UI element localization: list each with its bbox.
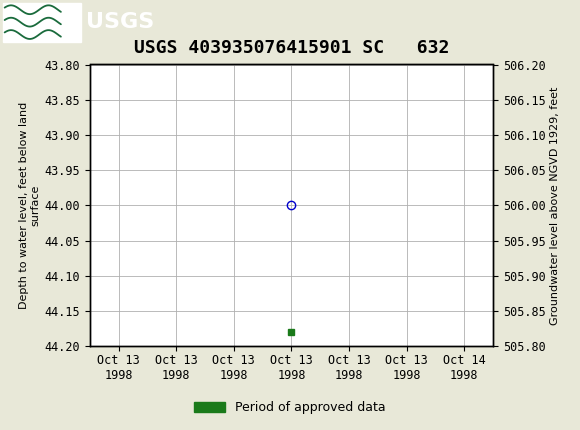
Legend: Period of approved data: Period of approved data xyxy=(189,396,391,419)
Bar xyxy=(3,3,81,42)
Text: USGS: USGS xyxy=(86,12,154,32)
Y-axis label: Groundwater level above NGVD 1929, feet: Groundwater level above NGVD 1929, feet xyxy=(550,86,560,325)
Y-axis label: Depth to water level, feet below land
surface: Depth to water level, feet below land su… xyxy=(19,102,41,309)
Title: USGS 403935076415901 SC   632: USGS 403935076415901 SC 632 xyxy=(134,40,449,57)
